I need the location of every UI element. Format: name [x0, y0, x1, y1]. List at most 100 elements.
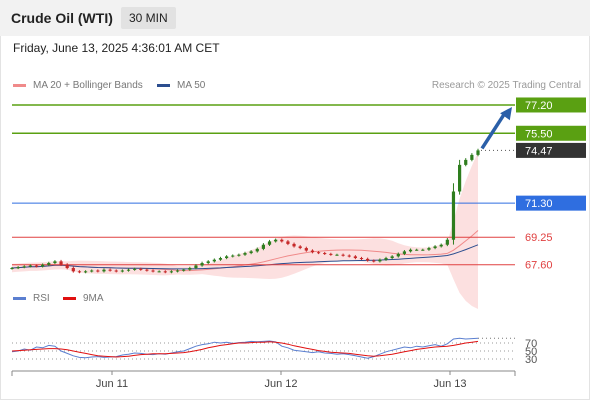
candle-body [114, 270, 118, 272]
candle-body [372, 260, 376, 262]
candle-body [145, 269, 149, 271]
legend-9ma: 9MA [63, 293, 104, 304]
candle-body [421, 249, 425, 251]
level-badge-75.50 [516, 125, 586, 141]
legend-9ma-label: 9MA [83, 293, 104, 304]
candle-body [212, 259, 216, 262]
candle-body [378, 259, 382, 262]
legend-bollinger: MA 20 + Bollinger Bands [13, 80, 143, 91]
candle-body [347, 255, 351, 257]
candle-body [126, 269, 131, 271]
level-label-71.30: 71.30 [525, 198, 553, 210]
candle-body [16, 267, 20, 269]
candle-body [329, 253, 333, 255]
candle-body [175, 270, 180, 272]
x-tick-label: Jun 11 [96, 378, 128, 390]
candle-body [169, 271, 174, 273]
candle-body [476, 150, 480, 155]
level-label-67.60: 67.60 [525, 260, 553, 272]
candle-body [194, 265, 198, 269]
candle-body [218, 258, 223, 260]
projection-arrow-shaft [480, 112, 507, 150]
bollinger-swatch [13, 84, 26, 87]
candle-body [439, 244, 443, 247]
chart-credit: Research © 2025 Trading Central [431, 80, 581, 91]
candle-body [90, 270, 94, 272]
legend-ma50-label: MA 50 [177, 80, 206, 91]
level-badge-77.20 [516, 97, 586, 113]
candle-body [188, 268, 192, 270]
candle-body [286, 241, 290, 244]
legend-ma50: MA 50 [157, 80, 205, 91]
chart-header: Crude Oil (WTI) 30 MIN [0, 0, 590, 36]
candle-body [292, 243, 296, 247]
candle-body [267, 241, 272, 245]
candle-body [65, 264, 69, 269]
projection-arrow-head [500, 106, 512, 121]
candle-body [274, 239, 278, 242]
candle-body [157, 271, 161, 273]
last-price-label: 74.47 [525, 145, 553, 157]
candle-body [298, 246, 302, 249]
chart-datetime: Friday, June 13, 2025 4:36:01 AM CET [13, 41, 220, 55]
candle-body [396, 253, 400, 257]
candle-body [390, 256, 394, 259]
instrument-title: Crude Oil (WTI) [11, 10, 113, 26]
candle-body [96, 270, 100, 272]
legend-bollinger-label: MA 20 + Bollinger Bands [33, 80, 143, 91]
timeframe-badge[interactable]: 30 MIN [121, 7, 176, 29]
candle-body [41, 264, 45, 267]
candle-body [384, 258, 388, 260]
candle-body [280, 239, 284, 242]
rsi-level-label-30: 30 [525, 354, 537, 366]
candle-body [402, 251, 407, 254]
candle-body [470, 154, 474, 160]
candle-body [71, 268, 75, 272]
candle-body [206, 261, 210, 264]
candle-body [255, 248, 259, 252]
candle-body [323, 253, 327, 255]
candle-body [120, 270, 124, 272]
candle-body [335, 254, 339, 256]
candle-body [249, 251, 253, 254]
candle-body [83, 271, 88, 273]
last-price-badge [516, 142, 586, 158]
level-badge-71.30 [516, 195, 586, 211]
legend-rsi: RSI [13, 293, 50, 304]
ma9-swatch [63, 297, 76, 300]
candle-body [359, 258, 364, 260]
candle-body [415, 249, 419, 251]
rsi-ma9-line [11, 340, 479, 358]
x-tick-label: Jun 13 [433, 378, 466, 390]
rsi-level-label-50: 50 [525, 346, 537, 358]
bollinger-band [12, 152, 478, 309]
ma50-line [11, 244, 479, 270]
candle-body [34, 265, 39, 267]
candle-body [316, 252, 321, 254]
candle-body [28, 265, 32, 267]
level-label-69.25: 69.25 [525, 232, 553, 244]
candle-body [139, 268, 143, 270]
rsi-level-label-70: 70 [525, 338, 537, 350]
candle-body [458, 164, 462, 192]
candle-body [47, 263, 51, 265]
candle-body [433, 246, 437, 249]
level-label-77.20: 77.20 [525, 100, 553, 112]
candle-body [261, 244, 265, 249]
candle-body [225, 256, 229, 259]
candle-body [366, 258, 370, 261]
candle-body [310, 250, 315, 253]
candle-body [133, 268, 137, 270]
candle-body [341, 254, 345, 256]
candle-body [237, 254, 241, 256]
candle-body [304, 248, 308, 251]
candle-body [353, 256, 357, 259]
level-label-75.50: 75.50 [525, 128, 553, 140]
candle-body [445, 239, 449, 245]
candle-body [182, 269, 186, 271]
rsi-swatch [13, 297, 26, 300]
candle-body [10, 268, 14, 270]
candle-body [59, 261, 63, 265]
candle-body [53, 261, 57, 264]
